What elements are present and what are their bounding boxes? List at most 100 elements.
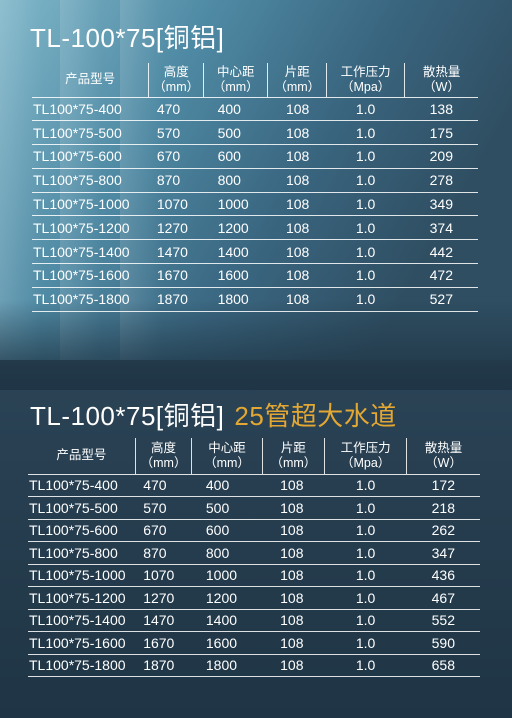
cell-pressure: 1.0 bbox=[326, 287, 405, 312]
cell-height: 570 bbox=[148, 120, 204, 146]
table-row: TL100*75-1400 1470 1400 108 1.0 442 bbox=[32, 239, 478, 265]
cell-pressure: 1.0 bbox=[326, 97, 405, 122]
cell-pressure: 1.0 bbox=[326, 215, 405, 241]
cell-model: TL100*75-1000 bbox=[32, 192, 149, 217]
header-center-distance: 中心距 （mm） bbox=[203, 63, 268, 98]
cell-height: 1670 bbox=[148, 263, 204, 288]
header-fin-pitch: 片距 （mm） bbox=[261, 438, 325, 475]
header-heat-output: 散热量 （W） bbox=[406, 438, 480, 475]
cell-fin-pitch: 108 bbox=[267, 144, 327, 169]
product-title: TL-100*75[铜铝] bbox=[30, 401, 225, 431]
table-row: TL100*75-1800 1870 1800 108 1.0 658 bbox=[28, 654, 480, 677]
cell-pressure: 1.0 bbox=[324, 586, 407, 610]
cell-center-distance: 400 bbox=[203, 97, 268, 122]
cell-model: TL100*75-1800 bbox=[32, 287, 149, 312]
cell-height: 670 bbox=[148, 144, 204, 169]
header-fin-pitch: 片距 （mm） bbox=[267, 63, 327, 98]
cell-fin-pitch: 108 bbox=[267, 120, 327, 146]
cell-center-distance: 1400 bbox=[203, 239, 268, 265]
cell-fin-pitch: 108 bbox=[262, 631, 325, 655]
cell-model: TL100*75-800 bbox=[32, 168, 149, 193]
cell-fin-pitch: 108 bbox=[262, 474, 325, 497]
table-row: TL100*75-1000 1070 1000 108 1.0 436 bbox=[28, 564, 480, 587]
cell-pressure: 1.0 bbox=[326, 239, 405, 265]
cell-pressure: 1.0 bbox=[324, 609, 407, 632]
header-model: 产品型号 bbox=[32, 63, 149, 98]
cell-height: 1870 bbox=[148, 287, 204, 312]
header-working-pressure: 工作压力 （Mpa） bbox=[324, 438, 407, 475]
table-row: TL100*75-1800 1870 1800 108 1.0 527 bbox=[32, 287, 478, 312]
cell-height: 1270 bbox=[135, 586, 192, 610]
cell-model: TL100*75-1600 bbox=[28, 631, 136, 655]
cell-center-distance: 1200 bbox=[203, 215, 268, 241]
cell-model: TL100*75-1600 bbox=[32, 263, 149, 288]
cell-pressure: 1.0 bbox=[324, 564, 407, 587]
table-row: TL100*75-800 870 800 108 1.0 347 bbox=[28, 541, 480, 565]
cell-height: 1070 bbox=[148, 192, 204, 217]
header-heat-output: 散热量 （W） bbox=[404, 63, 478, 98]
cell-heat-output: 527 bbox=[404, 287, 478, 312]
table-row: TL100*75-400 470 400 108 1.0 138 bbox=[32, 97, 478, 122]
table-row: TL100*75-1400 1470 1400 108 1.0 552 bbox=[28, 609, 480, 632]
cell-model: TL100*75-1800 bbox=[28, 654, 136, 677]
cell-center-distance: 800 bbox=[203, 168, 268, 193]
cell-center-distance: 1400 bbox=[191, 609, 263, 632]
table-row: TL100*75-400 470 400 108 1.0 172 bbox=[28, 474, 480, 497]
cell-model: TL100*75-500 bbox=[32, 120, 149, 146]
cell-fin-pitch: 108 bbox=[267, 192, 327, 217]
section-title: TL-100*75[铜铝] 25管超大水道 bbox=[30, 396, 397, 433]
cell-model: TL100*75-1400 bbox=[32, 239, 149, 265]
cell-pressure: 1.0 bbox=[326, 192, 405, 217]
cell-fin-pitch: 108 bbox=[262, 586, 325, 610]
table-row: TL100*75-1200 1270 1200 108 1.0 374 bbox=[32, 215, 478, 241]
cell-height: 470 bbox=[148, 97, 204, 122]
cell-heat-output: 218 bbox=[406, 496, 480, 520]
cell-center-distance: 1800 bbox=[191, 654, 263, 677]
cell-pressure: 1.0 bbox=[326, 144, 405, 169]
cell-model: TL100*75-800 bbox=[28, 541, 136, 565]
background-fade bbox=[0, 300, 512, 390]
cell-heat-output: 374 bbox=[404, 215, 478, 241]
cell-height: 1470 bbox=[135, 609, 192, 632]
cell-center-distance: 600 bbox=[191, 519, 263, 542]
cell-height: 570 bbox=[135, 496, 192, 520]
table-header-row: 产品型号 高度 （mm） 中心距 （mm） 片距 （mm） 工作压力 （Mpa） 散热量… bbox=[32, 63, 478, 98]
table-header-row: 产品型号 高度 （mm） 中心距 （mm） 片距 （mm） 工作压力 （Mpa） 散热量… bbox=[28, 438, 480, 475]
cell-pressure: 1.0 bbox=[324, 654, 407, 677]
table-row: TL100*75-1200 1270 1200 108 1.0 467 bbox=[28, 586, 480, 610]
cell-model: TL100*75-1200 bbox=[32, 215, 149, 241]
cell-height: 870 bbox=[148, 168, 204, 193]
cell-model: TL100*75-1200 bbox=[28, 586, 136, 610]
cell-heat-output: 467 bbox=[406, 586, 480, 610]
cell-model: TL100*75-600 bbox=[32, 144, 149, 169]
cell-model: TL100*75-1400 bbox=[28, 609, 136, 632]
cell-height: 1670 bbox=[135, 631, 192, 655]
cell-fin-pitch: 108 bbox=[267, 97, 327, 122]
cell-heat-output: 347 bbox=[406, 541, 480, 565]
cell-model: TL100*75-500 bbox=[28, 496, 136, 520]
cell-heat-output: 175 bbox=[404, 120, 478, 146]
cell-fin-pitch: 108 bbox=[262, 496, 325, 520]
table-row: TL100*75-1600 1670 1600 108 1.0 590 bbox=[28, 631, 480, 655]
cell-heat-output: 442 bbox=[404, 239, 478, 265]
cell-fin-pitch: 108 bbox=[262, 609, 325, 632]
table-row: TL100*75-600 670 600 108 1.0 209 bbox=[32, 144, 478, 169]
cell-model: TL100*75-400 bbox=[32, 97, 149, 122]
cell-heat-output: 552 bbox=[406, 609, 480, 632]
cell-center-distance: 1000 bbox=[203, 192, 268, 217]
table-row: TL100*75-1600 1670 1600 108 1.0 472 bbox=[32, 263, 478, 288]
cell-fin-pitch: 108 bbox=[267, 287, 327, 312]
cell-fin-pitch: 108 bbox=[262, 519, 325, 542]
cell-center-distance: 1000 bbox=[191, 564, 263, 587]
table-row: TL100*75-500 570 500 108 1.0 175 bbox=[32, 120, 478, 146]
cell-pressure: 1.0 bbox=[324, 541, 407, 565]
cell-center-distance: 1600 bbox=[191, 631, 263, 655]
cell-pressure: 1.0 bbox=[324, 474, 407, 497]
cell-pressure: 1.0 bbox=[324, 631, 407, 655]
cell-height: 1070 bbox=[135, 564, 192, 587]
cell-heat-output: 138 bbox=[404, 97, 478, 122]
cell-height: 1270 bbox=[148, 215, 204, 241]
spec-table-2: 产品型号 高度 （mm） 中心距 （mm） 片距 （mm） 工作压力 （Mpa） 散热量… bbox=[28, 438, 480, 677]
cell-center-distance: 400 bbox=[191, 474, 263, 497]
cell-height: 470 bbox=[135, 474, 192, 497]
